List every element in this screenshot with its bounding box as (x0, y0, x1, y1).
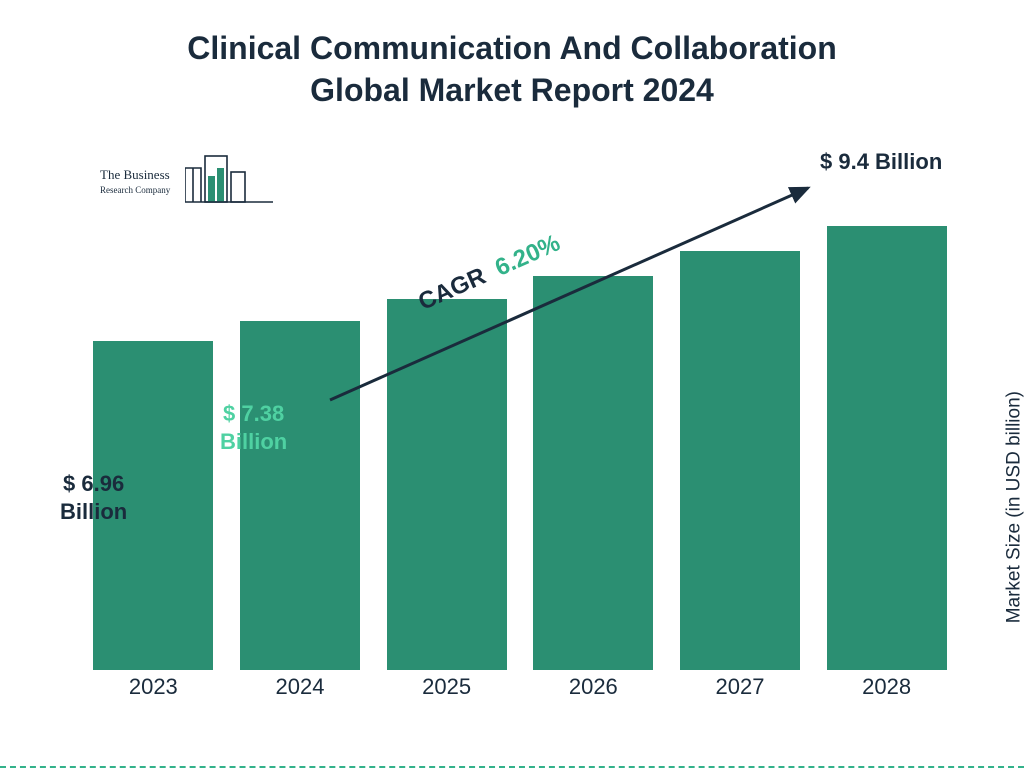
bar (827, 226, 947, 670)
bar-group (235, 321, 365, 670)
x-axis-label: 2026 (528, 674, 658, 700)
x-axis-label: 2027 (675, 674, 805, 700)
x-axis-label: 2024 (235, 674, 365, 700)
y-axis-label: Market Size (in USD billion) (1003, 391, 1024, 623)
bar-group (822, 226, 952, 670)
chart-title: Clinical Communication And Collaboration… (0, 28, 1024, 111)
value-label: $ 6.96Billion (60, 470, 127, 525)
bar (533, 276, 653, 670)
x-axis-label: 2025 (382, 674, 512, 700)
bar-group (675, 251, 805, 670)
x-axis-label: 2028 (822, 674, 952, 700)
x-axis-label: 2023 (88, 674, 218, 700)
value-label: $ 9.4 Billion (820, 148, 942, 176)
bar (387, 299, 507, 670)
bar (240, 321, 360, 670)
chart-area: 2023 2024 2025 2026 2027 2028 (80, 150, 960, 700)
bar-container (80, 150, 960, 670)
bar-group (382, 299, 512, 670)
value-label: $ 7.38Billion (220, 400, 287, 455)
title-line-1: Clinical Communication And Collaboration (187, 30, 837, 66)
title-line-2: Global Market Report 2024 (310, 72, 714, 108)
bar-group (528, 276, 658, 670)
bar (680, 251, 800, 670)
